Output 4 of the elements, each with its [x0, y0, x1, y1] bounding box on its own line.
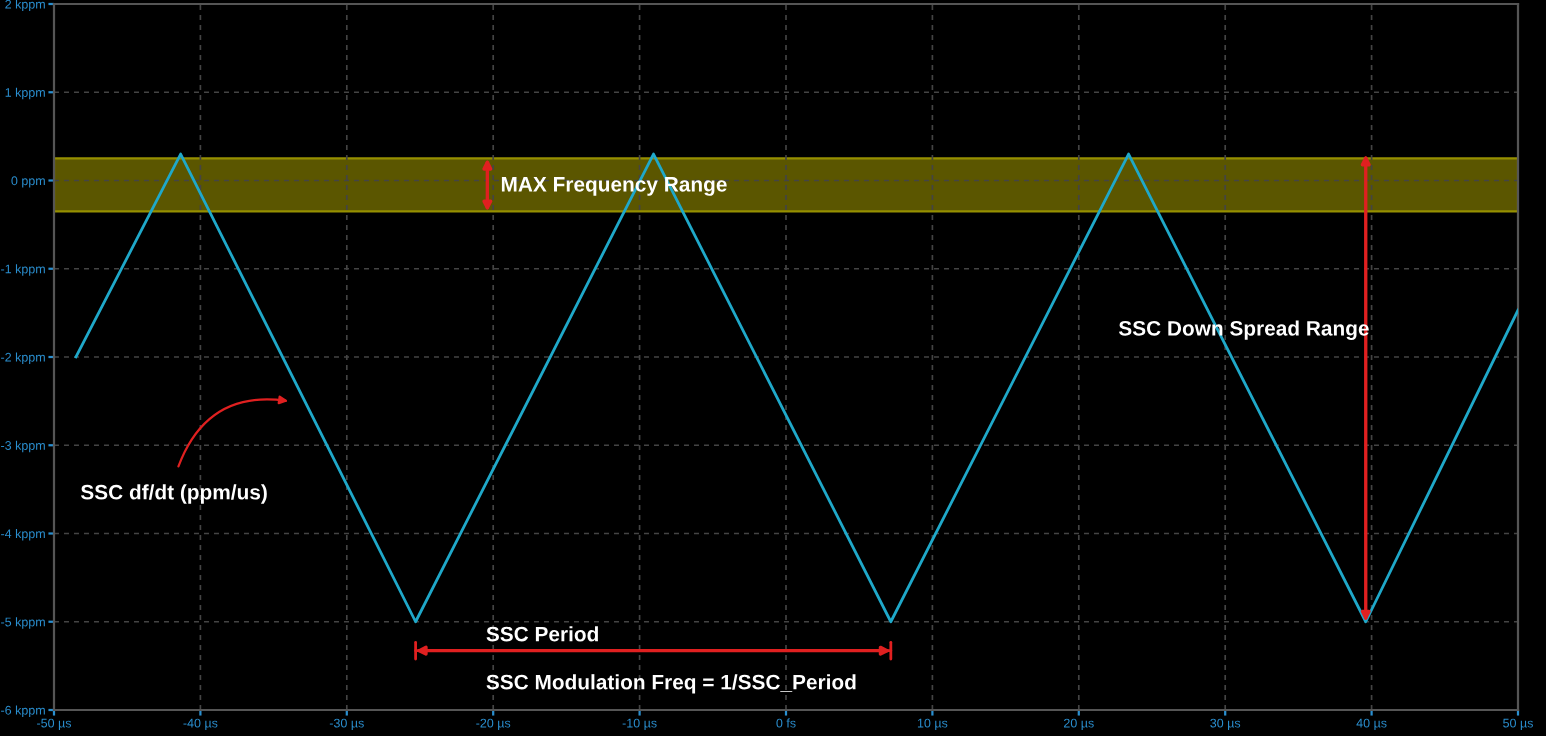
line-series — [74, 152, 1518, 624]
annotation: SSC df/dt (ppm/us) — [80, 484, 267, 504]
annotation: SSC Period — [486, 626, 598, 642]
annotation: SSC Modulation Freq = 1/SSC_Period — [486, 674, 856, 694]
